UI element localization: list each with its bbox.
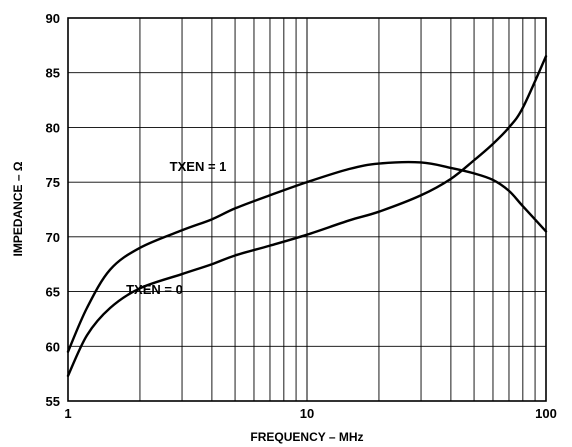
x-axis-label: FREQUENCY – MHz	[250, 430, 363, 444]
series-annotation: TXEN = 1	[170, 159, 227, 174]
plot-frame	[67, 17, 547, 402]
x-tick-label: 1	[64, 406, 71, 421]
x-tick-label: 100	[535, 406, 557, 421]
y-tick-label: 80	[46, 120, 60, 135]
x-tick-label: 10	[300, 406, 314, 421]
y-tick-label: 65	[46, 285, 60, 300]
annotations: TXEN = 1 TXEN = 0	[126, 159, 226, 297]
y-axis-label: IMPEDANCE – Ω	[11, 161, 25, 256]
y-tick-label: 55	[46, 394, 60, 409]
y-tick-label: 70	[46, 230, 60, 245]
series-layer	[66, 55, 548, 378]
grid	[68, 18, 546, 401]
x-tick-labels: 1 10 100	[64, 406, 556, 421]
y-tick-label: 85	[46, 66, 60, 81]
series-annotation: TXEN = 0	[126, 282, 183, 297]
y-tick-label: 75	[46, 175, 60, 190]
y-tick-label: 90	[46, 11, 60, 26]
series-line-txen-1	[66, 160, 548, 353]
y-tick-label: 60	[46, 339, 60, 354]
y-tick-labels: 55 60 65 70 75 80 85 90	[46, 11, 60, 409]
series-line-txen-0	[66, 55, 548, 378]
